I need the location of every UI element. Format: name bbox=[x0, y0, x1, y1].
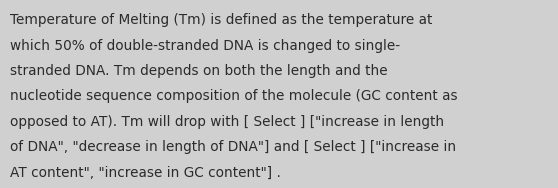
Text: stranded DNA. Tm depends on both the length and the: stranded DNA. Tm depends on both the len… bbox=[10, 64, 388, 78]
Text: Temperature of Melting (Tm) is defined as the temperature at: Temperature of Melting (Tm) is defined a… bbox=[10, 13, 432, 27]
Text: of DNA", "decrease in length of DNA"] and [ Select ] ["increase in: of DNA", "decrease in length of DNA"] an… bbox=[10, 140, 456, 154]
Text: opposed to AT). Tm will drop with [ Select ] ["increase in length: opposed to AT). Tm will drop with [ Sele… bbox=[10, 115, 444, 129]
Text: nucleotide sequence composition of the molecule (GC content as: nucleotide sequence composition of the m… bbox=[10, 89, 458, 103]
Text: AT content", "increase in GC content"] .: AT content", "increase in GC content"] . bbox=[10, 165, 281, 179]
Text: which 50% of double-stranded DNA is changed to single-: which 50% of double-stranded DNA is chan… bbox=[10, 39, 400, 52]
